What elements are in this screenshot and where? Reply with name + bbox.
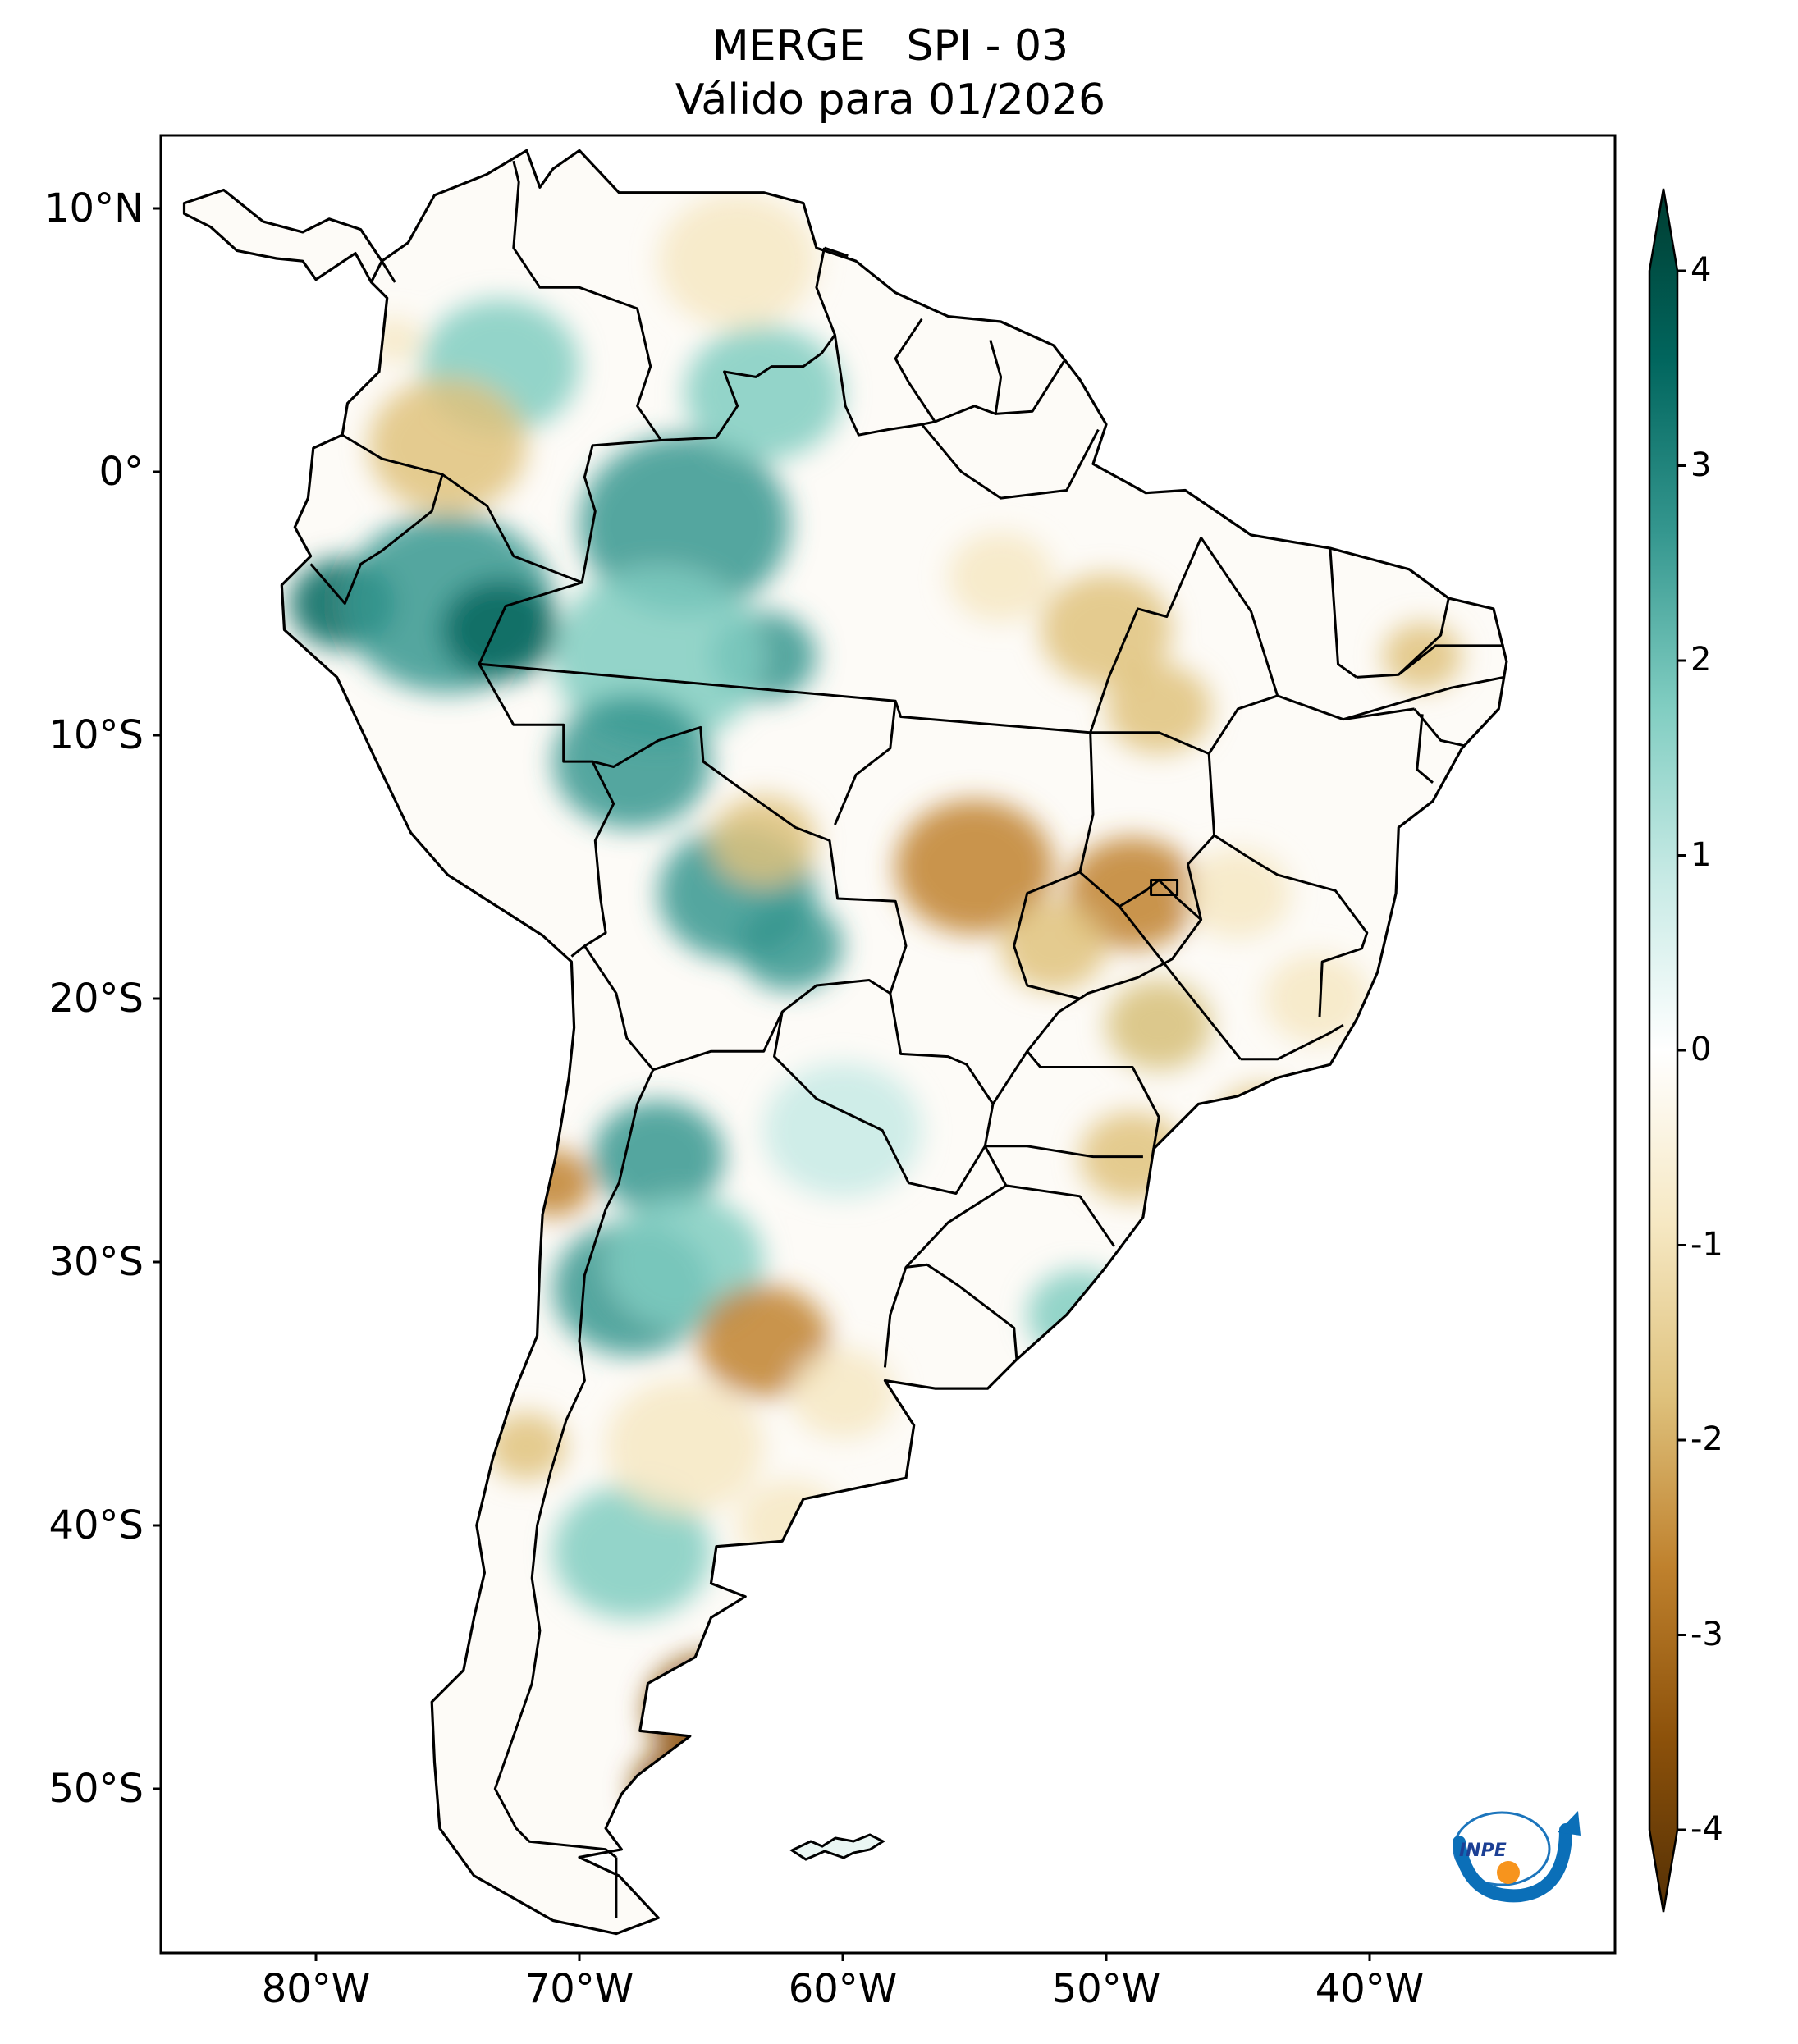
lat-tick-label: 40°S (48, 1502, 144, 1548)
south-america-coastline (182, 149, 1508, 1936)
colorbar-tick-label: 2 (1690, 641, 1712, 679)
spi-anomaly-patch (442, 580, 559, 679)
spi-anomaly-patch (606, 1379, 764, 1514)
country-borders (309, 160, 1504, 1918)
colorbar-tick-label: 1 (1690, 835, 1712, 874)
spi-field (184, 150, 1507, 1934)
country-border (1089, 537, 1202, 734)
lat-tick-label: 50°S (48, 1766, 144, 1812)
lon-tick-label: 70°W (524, 1966, 634, 2012)
colorbar-tick-label: -3 (1690, 1615, 1723, 1653)
country-border (493, 944, 655, 1859)
map-subtitle: Válido para 01/2026 (675, 75, 1106, 125)
spi-anomaly-patch (1040, 574, 1173, 686)
spi-anomaly-patch (579, 435, 790, 615)
spi-anomaly-patch (552, 694, 711, 829)
spi-anomaly-patch (1027, 1269, 1133, 1360)
spi-anomaly-patch (1185, 848, 1291, 939)
spi-anomaly-patch (592, 1100, 725, 1213)
country-border (1398, 644, 1504, 676)
country-border (904, 1145, 1018, 1360)
country-border (834, 701, 897, 825)
lat-tick-label: 10°S (48, 712, 144, 758)
spi-anomaly-patch (1106, 980, 1212, 1070)
country-border (985, 1145, 1143, 1159)
country-border (1413, 707, 1465, 748)
country-border (1240, 1023, 1344, 1061)
inpe-logo: INPE (1453, 1811, 1581, 1903)
spi-anomaly-patch (513, 1149, 593, 1217)
lat-tick-label: 30°S (48, 1239, 144, 1285)
country-border (341, 433, 661, 584)
lat-tick-label: 0° (98, 449, 144, 495)
country-border (1200, 537, 1279, 697)
country-border (824, 246, 849, 258)
spi-anomaly-patch (789, 1348, 896, 1439)
country-border (1005, 1184, 1115, 1247)
spi-anomaly-patch (368, 318, 422, 363)
spi-anomaly-patch (632, 1744, 738, 1834)
lon-tick-label: 60°W (788, 1966, 898, 2012)
logo-arrow-icon (1558, 1811, 1581, 1836)
lat-tick-label: 10°N (44, 185, 144, 231)
spi-anomaly-patch (763, 1063, 922, 1198)
colorbar-tick-label: -1 (1690, 1225, 1723, 1264)
spi-anomaly-patch (1000, 901, 1107, 991)
lon-tick-label: 80°W (261, 1966, 371, 2012)
country-border (773, 993, 995, 1195)
country-border (1026, 1050, 1160, 1150)
spi-anomaly-patch (895, 799, 1054, 935)
spi-anomaly-patch (368, 378, 527, 513)
country-border (1416, 714, 1434, 784)
colorbar-tick-label: 3 (1690, 446, 1712, 484)
map-frame (159, 134, 1617, 1955)
country-border (1213, 834, 1369, 1017)
spi-anomaly-patch (684, 325, 843, 460)
spi-anomaly-patch (1264, 953, 1370, 1044)
logo-sun-icon (1497, 1861, 1520, 1884)
federal-district-border (1150, 879, 1179, 897)
spi-anomaly-patch (658, 194, 817, 329)
country-border (381, 260, 396, 283)
lat-tick-marks (153, 207, 161, 1790)
country-border (883, 1266, 908, 1368)
country-border (1079, 918, 1202, 1000)
colorbar-tick-label: -2 (1690, 1420, 1723, 1458)
spi-anomaly-patch (606, 1195, 764, 1329)
country-border (478, 662, 1095, 1000)
country-border (512, 160, 662, 441)
country-border (921, 423, 1100, 500)
country-border (1329, 547, 1357, 679)
spi-anomaly-patch (698, 1285, 830, 1397)
country-border (309, 473, 444, 605)
colorbar (1648, 188, 1686, 1913)
spi-anomaly-patch (711, 795, 817, 885)
lon-tick-label: 50°W (1051, 1966, 1161, 2012)
lon-tick-marks (314, 1953, 1371, 1961)
falkland-islands (789, 1833, 886, 1861)
colorbar-tick-label: -4 (1690, 1810, 1723, 1848)
spi-anomaly-patch (487, 1412, 566, 1480)
colorbar-tick-label: 0 (1690, 1031, 1712, 1068)
lat-tick-label: 20°S (48, 976, 144, 1022)
logo-text: INPE (1459, 1841, 1507, 1861)
spi-anomaly-patch (552, 1484, 711, 1619)
country-border (1118, 905, 1242, 1060)
colorbar-body (1648, 188, 1679, 1913)
country-border (592, 725, 908, 1072)
country-border (661, 247, 836, 441)
spi-anomaly-patch (1066, 837, 1199, 949)
lon-tick-label: 40°W (1315, 1966, 1425, 2012)
country-border (991, 997, 1081, 1105)
country-border (995, 360, 1065, 415)
colorbar-tick-label: 4 (1690, 251, 1712, 289)
logo-swoosh (1453, 1823, 1572, 1903)
country-border (1356, 597, 1450, 679)
spi-anomaly-patch (1106, 664, 1212, 754)
spi-anomaly-patch (737, 901, 843, 991)
map-title: MERGE SPI - 03 (711, 21, 1069, 71)
spi-anomaly-patch (948, 532, 1054, 622)
country-border (1343, 675, 1504, 721)
